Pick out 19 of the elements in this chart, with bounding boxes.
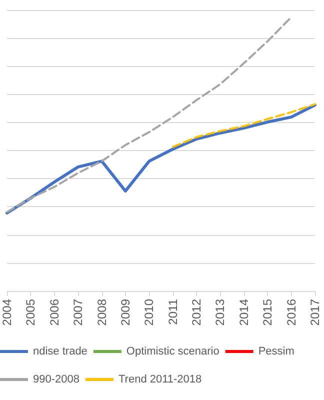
x-tick-label: 2006 — [47, 298, 62, 326]
x-tick-label: 2016 — [284, 298, 298, 326]
x-tick-label: 2010 — [142, 298, 156, 326]
x-tick-label: 2012 — [190, 298, 204, 326]
x-tick-label: 2007 — [71, 298, 86, 326]
x-tick-label: 2011 — [166, 298, 180, 325]
x-tick-label: 2004 — [0, 298, 14, 326]
x-tick-label: 2017 — [308, 298, 322, 326]
x-tick-label: 2015 — [260, 298, 275, 326]
legend-label: ndise trade — [33, 346, 88, 358]
legend-label: 990-2008 — [33, 374, 80, 386]
x-tick-label: 2014 — [236, 298, 251, 326]
x-tick-label: 2005 — [24, 298, 38, 326]
legend-label: Pessim — [258, 346, 294, 358]
legend-label: Optimistic scenario — [126, 346, 220, 358]
x-tick-label: 2013 — [213, 298, 228, 326]
x-tick-label: 2008 — [94, 298, 109, 326]
x-tick-label: 2009 — [118, 298, 132, 326]
legend-label: Trend 2011-2018 — [118, 374, 202, 386]
